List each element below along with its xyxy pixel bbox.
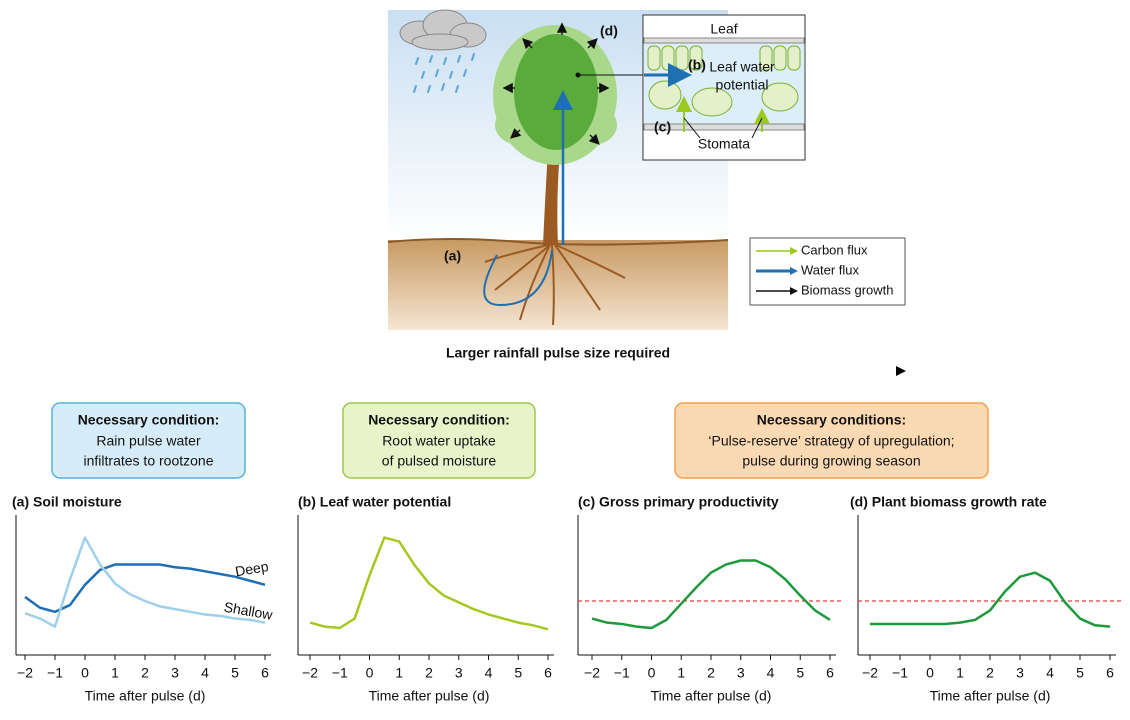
legend-label: Carbon flux (801, 242, 868, 257)
condition-text: infiltrates to rootzone (84, 453, 214, 469)
legend-arrowhead (790, 287, 798, 295)
condition-text: ‘Pulse-reserve’ strategy of upregulation… (708, 433, 954, 449)
tree-diagram: Leaf (b) Leaf water potential (c) Stomat… (170, 9, 906, 376)
x-tick-label: 3 (1016, 665, 1024, 681)
x-tick-label: 2 (707, 665, 715, 681)
label-b: (b) (688, 57, 706, 73)
x-tick-label: −1 (614, 665, 630, 681)
leaf-title: Leaf (710, 21, 737, 37)
condition-text: Root water uptake (382, 433, 496, 449)
chart-title: (b) Leaf water potential (298, 494, 451, 510)
condition-text: pulse during growing season (742, 453, 920, 469)
data-line (870, 571, 1111, 628)
x-tick-label: 6 (826, 665, 834, 681)
x-axis-label: Time after pulse (d) (930, 688, 1051, 704)
x-tick-label: 2 (141, 665, 149, 681)
legend-arrowhead (790, 247, 798, 255)
x-tick-label: 1 (677, 665, 685, 681)
x-tick-label: 6 (1106, 665, 1114, 681)
x-axis-label: Time after pulse (d) (85, 688, 206, 704)
arrow-label: Larger rainfall pulse size required (446, 345, 670, 361)
label-c: (c) (654, 119, 671, 135)
label-d: (d) (600, 23, 618, 39)
condition-box (674, 402, 989, 479)
chart-title: (a) Soil moisture (12, 494, 122, 510)
x-tick-label: −1 (332, 665, 348, 681)
x-tick-label: 3 (455, 665, 463, 681)
x-tick-label: 2 (986, 665, 994, 681)
leaf-water-potential: Leaf water (709, 59, 775, 75)
condition-box (342, 402, 536, 479)
x-axis-label: Time after pulse (d) (369, 688, 490, 704)
x-tick-label: 4 (1046, 665, 1054, 681)
x-tick-label: −1 (892, 665, 908, 681)
x-tick-label: 5 (796, 665, 804, 681)
x-tick-label: −2 (302, 665, 318, 681)
condition-title: Necessary condition: (368, 412, 510, 428)
legend-label: Biomass growth (801, 282, 893, 297)
condition-text: of pulsed moisture (382, 453, 497, 469)
x-tick-label: 3 (171, 665, 179, 681)
x-tick-label: 0 (648, 665, 656, 681)
condition-title: Necessary condition: (78, 412, 220, 428)
x-tick-label: 6 (261, 665, 269, 681)
x-tick-label: 2 (425, 665, 433, 681)
x-tick-label: 4 (767, 665, 775, 681)
x-tick-label: 4 (201, 665, 209, 681)
x-tick-label: 5 (231, 665, 239, 681)
x-tick-label: 4 (485, 665, 493, 681)
data-line (24, 536, 266, 628)
x-tick-label: 5 (1076, 665, 1084, 681)
x-tick-label: 6 (544, 665, 552, 681)
data-line (309, 536, 549, 631)
chart-title: (c) Gross primary productivity (578, 494, 779, 510)
stomata-label: Stomata (698, 136, 750, 152)
x-tick-label: 1 (395, 665, 403, 681)
x-tick-label: 0 (81, 665, 89, 681)
x-tick-label: −2 (862, 665, 878, 681)
x-tick-label: 5 (514, 665, 522, 681)
x-tick-label: 3 (737, 665, 745, 681)
chart-title: (d) Plant biomass growth rate (850, 494, 1047, 510)
condition-text: Rain pulse water (96, 433, 201, 449)
x-tick-label: 0 (366, 665, 374, 681)
data-line (24, 563, 266, 614)
series-label: Deep (234, 558, 270, 580)
x-axis-label: Time after pulse (d) (651, 688, 772, 704)
legend-label: Water flux (801, 262, 860, 277)
legend-arrowhead (790, 267, 798, 275)
x-tick-label: 0 (926, 665, 934, 681)
x-tick-label: −2 (17, 665, 33, 681)
condition-title: Necessary conditions: (757, 412, 906, 428)
condition-box (51, 402, 246, 479)
x-tick-label: 1 (956, 665, 964, 681)
data-line (591, 559, 831, 630)
x-tick-label: 1 (111, 665, 119, 681)
leaf-water-potential: potential (716, 77, 769, 93)
label-a: (a) (444, 248, 461, 264)
x-tick-label: −2 (584, 665, 600, 681)
x-tick-label: −1 (47, 665, 63, 681)
